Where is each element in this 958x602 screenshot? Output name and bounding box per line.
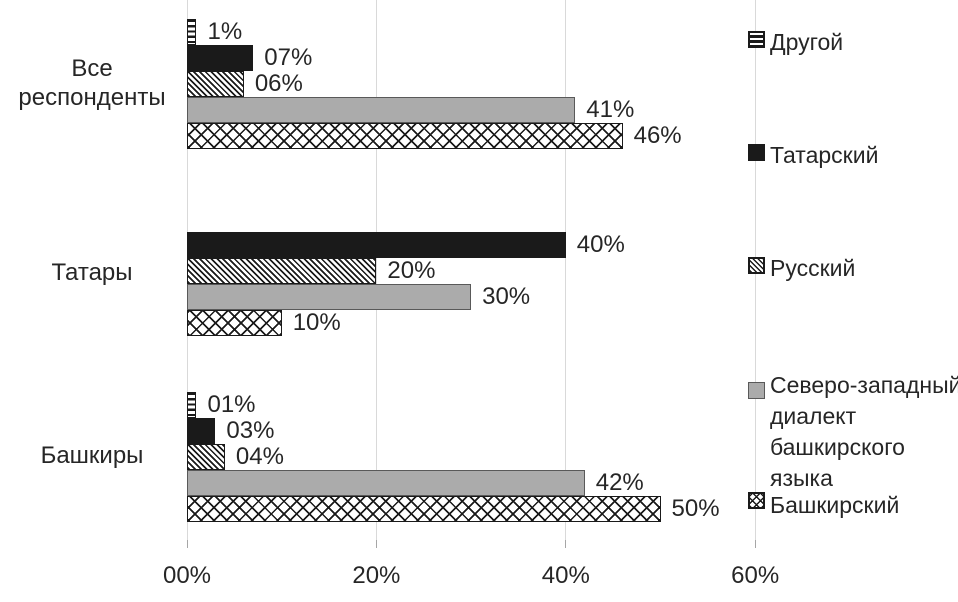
legend-swatch-horizontal-stripes	[748, 31, 765, 48]
bar-value-label: 50%	[671, 495, 720, 523]
legend-label: Другой	[770, 29, 844, 55]
axis-tick	[186, 540, 188, 548]
bar	[187, 309, 282, 336]
bar	[187, 470, 585, 497]
legend-swatch-solid-gray	[748, 382, 765, 399]
bar-value-label: 07%	[264, 44, 313, 72]
bar-value-label: 10%	[292, 308, 341, 336]
gridline	[375, 0, 377, 540]
category-label: Башкиры	[40, 441, 144, 469]
bar	[187, 392, 197, 418]
bar-value-label: 46%	[633, 122, 682, 150]
legend-label: Татарский	[770, 142, 879, 168]
category-label: Все респонденты	[18, 55, 166, 111]
bar	[187, 71, 244, 98]
bar	[187, 418, 216, 445]
gridline	[565, 0, 567, 540]
bar-value-label: 01%	[207, 391, 256, 418]
bar-value-label: 1%	[207, 18, 243, 45]
bar	[187, 19, 197, 45]
bar-value-label: 03%	[226, 417, 275, 445]
bar-value-label: 04%	[235, 443, 284, 471]
legend-swatch-crosshatch	[748, 492, 765, 509]
axis-tick	[565, 540, 567, 548]
bar	[187, 444, 225, 471]
bar	[187, 231, 566, 258]
legend-swatch-diagonal-stripes	[748, 257, 765, 274]
bar	[187, 123, 623, 150]
x-axis-label: 60%	[731, 562, 780, 589]
bar-value-label: 30%	[482, 282, 531, 310]
bar	[187, 496, 661, 523]
legend-label: Северо-западный диалект башкирского язык…	[770, 372, 958, 491]
legend-label: Башкирский	[770, 492, 900, 518]
x-axis-label: 00%	[162, 562, 212, 589]
legend-label: Русский	[770, 255, 856, 281]
bar-value-label: 40%	[576, 230, 625, 258]
legend-swatch-solid-black	[748, 144, 765, 161]
bar	[187, 45, 254, 72]
bar-value-label: 41%	[586, 96, 635, 124]
bar-value-label: 20%	[387, 256, 436, 284]
bar	[187, 283, 472, 310]
bar-value-label: 06%	[254, 70, 303, 98]
bar-value-label: 42%	[595, 469, 644, 497]
bar	[187, 257, 377, 284]
x-axis-label: 20%	[352, 562, 401, 589]
x-axis-label: 40%	[541, 562, 590, 589]
axis-tick	[754, 540, 756, 548]
category-label: Татары	[51, 258, 133, 286]
bar	[187, 97, 576, 124]
axis-tick	[375, 540, 377, 548]
